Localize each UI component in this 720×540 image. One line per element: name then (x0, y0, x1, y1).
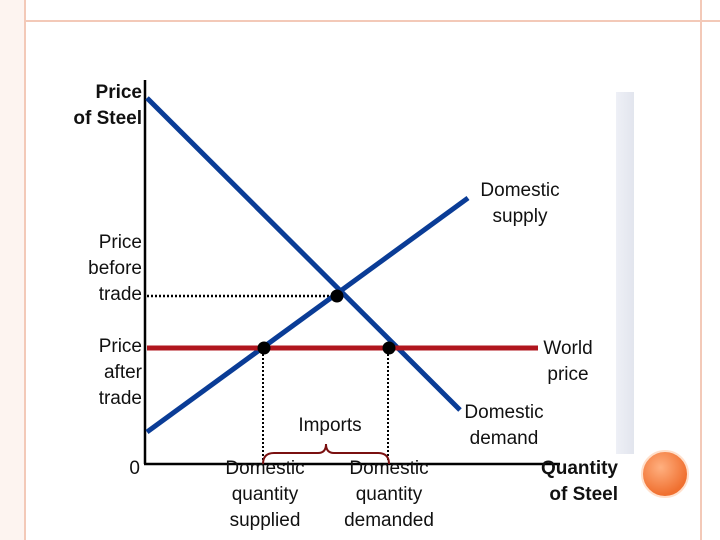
origin-label: 0 (129, 458, 140, 479)
price-after-trade-label: Price after trade (98, 336, 142, 409)
domestic-equilibrium-point (330, 289, 344, 303)
domestic-quantity-demanded-label: Domestic quantity demanded (344, 458, 434, 531)
imports-label: Imports (298, 415, 362, 436)
decorative-orb (641, 450, 689, 498)
imports-brace (262, 443, 390, 465)
y-axis-title: Price of Steel (73, 82, 142, 129)
domestic-quantity-supplied-label: Domestic quantity supplied (225, 458, 305, 531)
slide-top-border (24, 20, 720, 22)
slide-right-border (700, 0, 702, 540)
slide-left-border (0, 0, 26, 540)
domestic-supply-label: Domestic supply (480, 180, 560, 227)
world-price-label: World price (543, 338, 593, 385)
domestic-supply-curve (145, 195, 470, 435)
domestic-demand-label: Domestic demand (464, 402, 544, 449)
price-before-trade-label: Price before trade (88, 232, 142, 305)
panel-shadow (616, 92, 634, 454)
demanded-point (382, 341, 396, 355)
supplied-point (257, 341, 271, 355)
domestic-demand-curve (145, 96, 462, 412)
x-axis-title: Quantity of Steel (540, 458, 618, 505)
